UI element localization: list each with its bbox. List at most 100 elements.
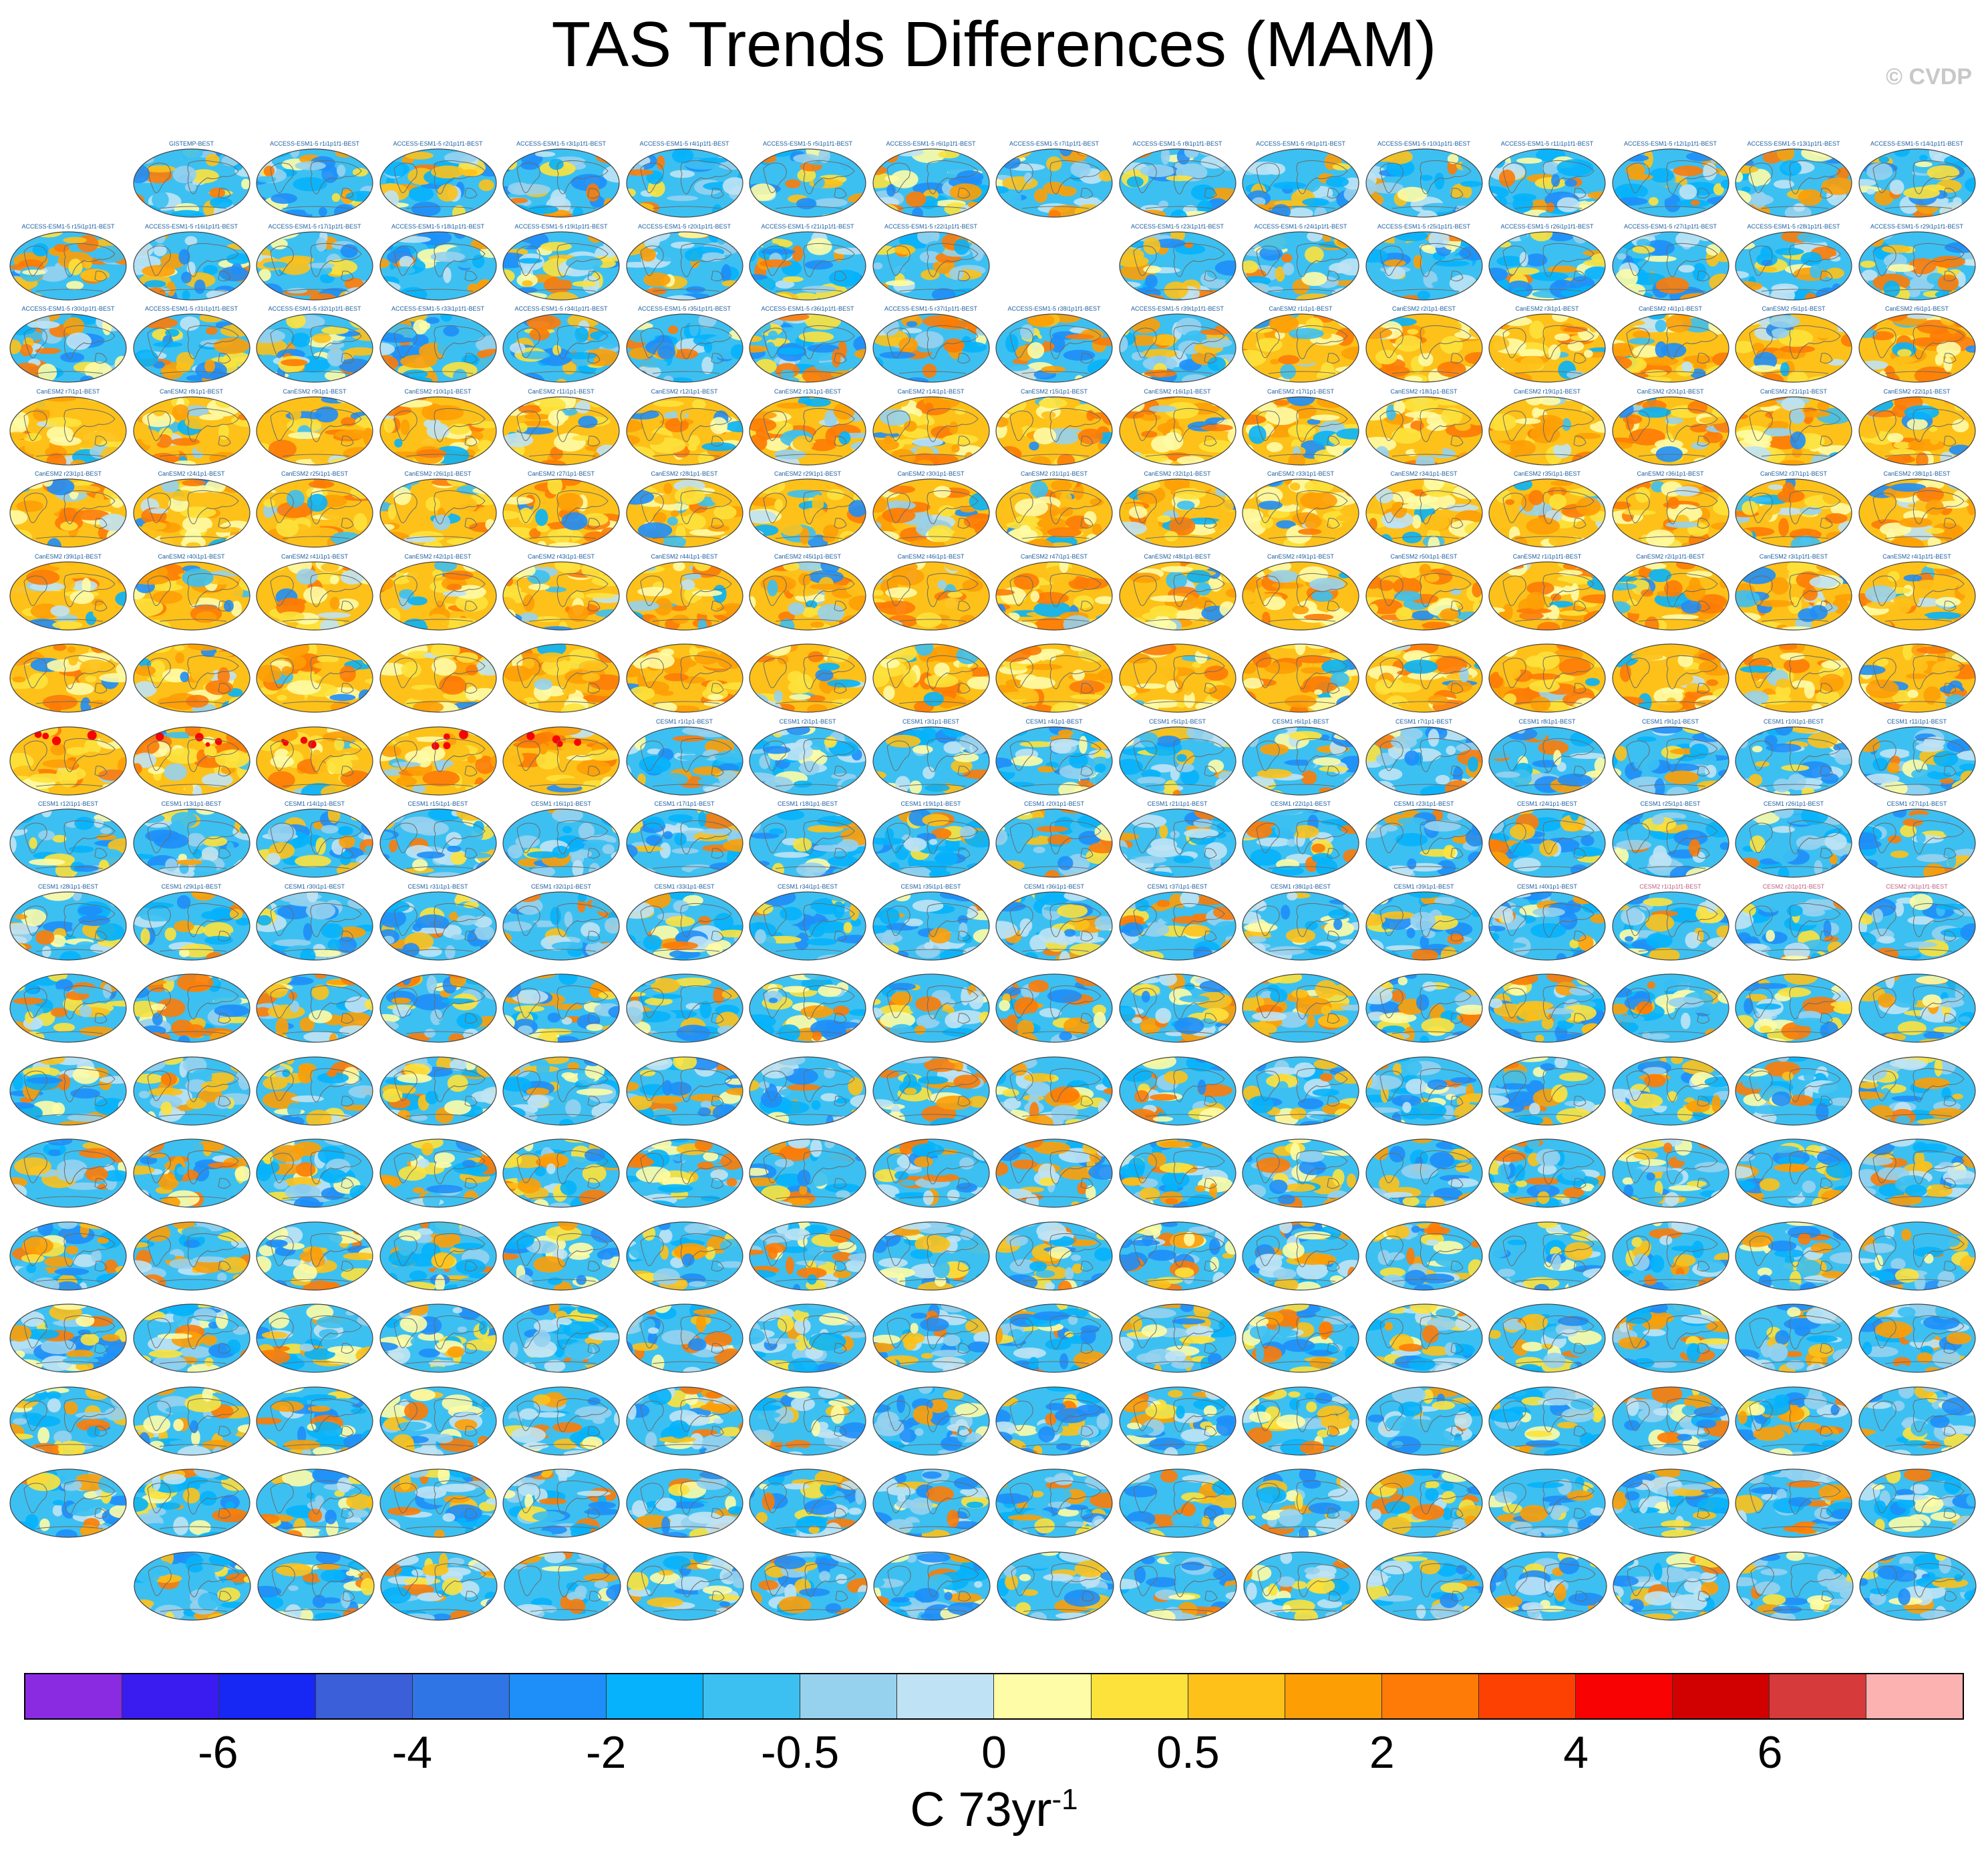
globe-map — [1488, 643, 1606, 713]
map-panel: CESM1 r29i1p1-BEST — [132, 883, 251, 962]
panel-label: CanESM2 r12i1p1-BEST — [651, 387, 718, 395]
globe-map — [1242, 396, 1359, 466]
map-panel: CanESM2 r14i1p1-BEST — [872, 388, 990, 467]
map-panel — [1365, 1048, 1483, 1127]
globe-map — [1242, 643, 1359, 713]
page-title: TAS Trends Differences (MAM) — [551, 9, 1437, 80]
globe-map — [1858, 1468, 1976, 1538]
map-panel — [1365, 965, 1483, 1044]
panel-label: ACCESS-ESM1-5 r35i1p1f1-BEST — [637, 305, 731, 312]
map-panel: ACCESS-ESM1-5 r20i1p1f1-BEST — [625, 223, 743, 302]
map-panel — [1735, 1213, 1852, 1292]
map-panel — [1118, 1460, 1236, 1539]
panel-label: CanESM2 r2i1p1f1-BEST — [1636, 553, 1705, 560]
map-panel: CESM1 r7i1p1-BEST — [1365, 718, 1483, 797]
globe-map — [1365, 1303, 1483, 1373]
panel-label: CESM1 r9i1p1-BEST — [1641, 718, 1699, 725]
globe-map — [1118, 1221, 1236, 1291]
globe-map — [1242, 561, 1359, 631]
panel-label: ACCESS-ESM1-5 r22i1p1f1-BEST — [884, 222, 978, 230]
map-panel: CanESM2 r23i1p1-BEST — [9, 470, 127, 549]
globe-map — [749, 313, 866, 383]
globe-map — [132, 230, 251, 301]
globe-map — [872, 561, 990, 631]
map-panel — [995, 1213, 1113, 1292]
globe-map — [625, 973, 743, 1043]
map-panel: CanESM2 r10i1p1-BEST — [379, 388, 497, 467]
globe-map — [749, 808, 866, 878]
panel-label: CESM1 r24i1p1-BEST — [1516, 800, 1578, 807]
map-panel — [256, 718, 373, 797]
panel-label: CanESM2 r46i1p1-BEST — [897, 553, 965, 560]
globe-map — [749, 643, 866, 713]
panel-label: ACCESS-ESM1-5 r18i1p1f1-BEST — [391, 222, 485, 230]
globe-map — [256, 313, 373, 383]
globe-map — [1118, 726, 1236, 796]
globe-map — [9, 1221, 127, 1291]
globe-map — [1365, 891, 1483, 961]
globe-map — [1735, 891, 1852, 961]
map-panel: ACCESS-ESM1-5 r17i1p1f1-BEST — [256, 223, 373, 302]
map-panel: CanESM2 r21i1p1-BEST — [1735, 388, 1852, 467]
globe-map — [132, 1303, 251, 1373]
globe-map — [256, 891, 373, 961]
map-panel — [749, 635, 866, 714]
map-panel: CESM1 r2i1p1-BEST — [749, 718, 866, 797]
map-panel — [872, 635, 990, 714]
map-panel — [749, 1213, 866, 1292]
panel-label: CanESM2 r6i1p1-BEST — [1884, 305, 1949, 312]
globe-map — [1490, 1551, 1607, 1621]
panel-label: ACCESS-ESM1-5 r2i1p1f1-BEST — [393, 140, 483, 147]
globe-map — [379, 561, 497, 631]
globe-map — [1735, 561, 1852, 631]
globe-map — [1611, 726, 1729, 796]
map-panel: CESM1 r35i1p1-BEST — [872, 883, 990, 962]
map-panel — [749, 1460, 866, 1539]
panel-label: ACCESS-ESM1-5 r34i1p1f1-BEST — [514, 305, 608, 312]
map-panel — [1488, 1130, 1606, 1209]
globe-map — [1488, 396, 1606, 466]
panel-label: CESM1 r28i1p1-BEST — [37, 883, 99, 890]
map-panel: CESM1 r20i1p1-BEST — [995, 800, 1113, 879]
globe-map — [379, 726, 497, 796]
map-panel: CanESM2 r31i1p1-BEST — [995, 470, 1113, 549]
panel-label: ACCESS-ESM1-5 r17i1p1f1-BEST — [268, 222, 361, 230]
globe-map — [1613, 1551, 1730, 1621]
map-panel: ACCESS-ESM1-5 r9i1p1f1-BEST — [1242, 140, 1359, 219]
map-panel: CESM1 r25i1p1-BEST — [1611, 800, 1729, 879]
panel-label: ACCESS-ESM1-5 r3i1p1f1-BEST — [516, 140, 607, 147]
panel-label: GISTEMP-BEST — [168, 140, 214, 147]
globe-map — [379, 1386, 497, 1456]
map-panel — [379, 1460, 497, 1539]
globe-map — [749, 973, 866, 1043]
globe-map — [256, 973, 373, 1043]
globe-map — [1242, 1056, 1359, 1126]
panel-label: ACCESS-ESM1-5 r38i1p1f1-BEST — [1007, 305, 1101, 312]
panel-label: ACCESS-ESM1-5 r14i1p1f1-BEST — [1870, 140, 1964, 147]
globe-map — [1118, 1303, 1236, 1373]
panel-label: CESM1 r3i1p1-BEST — [902, 718, 960, 725]
map-panel: CESM1 r21i1p1-BEST — [1118, 800, 1236, 879]
panel-label: CanESM2 r8i1p1-BEST — [159, 387, 224, 395]
globe-map — [502, 148, 620, 218]
map-panel — [1858, 1048, 1976, 1127]
globe-map — [1735, 313, 1852, 383]
globe-map — [749, 1056, 866, 1126]
map-panel — [872, 1295, 990, 1374]
panel-label: ACCESS-ESM1-5 r15i1p1f1-BEST — [21, 222, 115, 230]
panel-label: CanESM2 r41i1p1-BEST — [281, 553, 349, 560]
map-panel: CanESM2 r6i1p1-BEST — [1858, 305, 1976, 384]
panel-label: CanESM2 r50i1p1-BEST — [1390, 553, 1458, 560]
map-panel: ACCESS-ESM1-5 r29i1p1f1-BEST — [1858, 223, 1976, 302]
map-panel: ACCESS-ESM1-5 r3i1p1f1-BEST — [502, 140, 620, 219]
globe-map — [872, 726, 990, 796]
globe-map — [134, 1551, 251, 1621]
colorbar-box-17 — [1672, 1674, 1770, 1718]
map-panel — [132, 1295, 251, 1374]
globe-map — [1242, 478, 1359, 548]
map-panel — [379, 965, 497, 1044]
globe-map — [9, 1386, 127, 1456]
map-panel — [132, 965, 251, 1044]
globe-map — [1611, 148, 1729, 218]
map-panel — [1118, 635, 1236, 714]
